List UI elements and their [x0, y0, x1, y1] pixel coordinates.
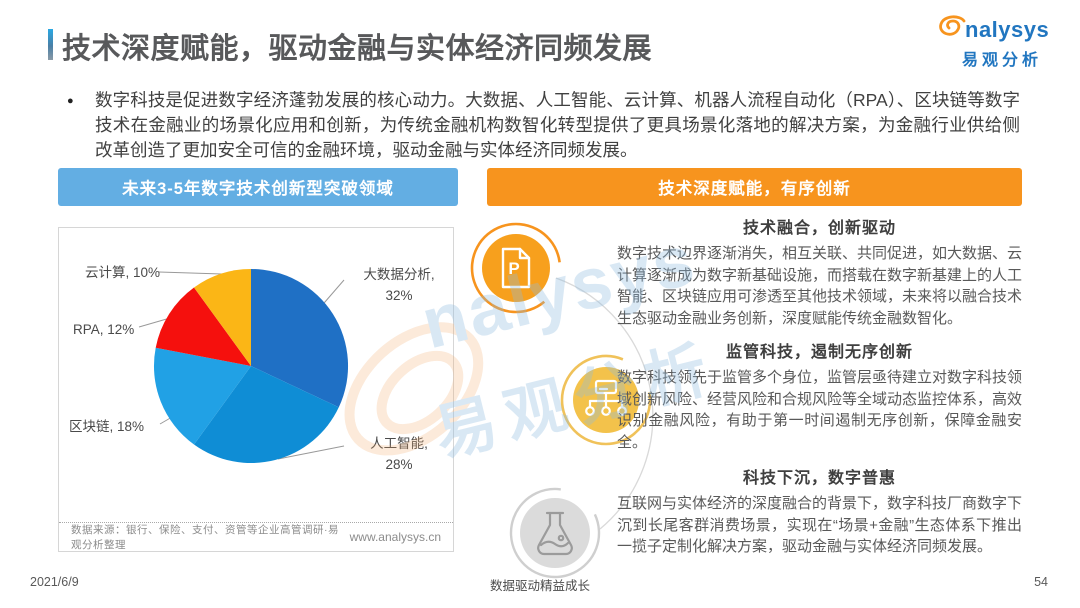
- section-regtech: 监管科技，遏制无序创新 数字科技领先于监管多个身位，监管层亟待建立对数字科技领域…: [617, 338, 1022, 453]
- logo-brand-text: nalysys: [965, 16, 1050, 42]
- website-url: www.analysys.cn: [349, 530, 441, 544]
- sitemap-icon: [560, 354, 652, 446]
- label-ai-name: 人工智能,: [370, 436, 428, 451]
- pie-slice-rpa: [155, 287, 251, 366]
- label-ai: 人工智能, 28%: [347, 433, 451, 475]
- label-big-data: 大数据分析, 32%: [347, 264, 451, 306]
- pie-chart: [138, 269, 349, 464]
- document-p-icon: P: [470, 222, 562, 314]
- section-body: 互联网与实体经济的深度融合的背景下，数字科技厂商数字下沉到长尾客群消费场景，实现…: [617, 495, 1023, 555]
- footer: 2021/6/9 数据驱动精益成长 54: [0, 575, 1080, 595]
- analysys-logo: nalysys 易观分析: [936, 14, 1066, 70]
- footer-date: 2021/6/9: [30, 575, 79, 589]
- pie-chart-box: 云计算, 10% 大数据分析, 32% RPA, 12% 区块链, 18% 人工…: [58, 227, 454, 552]
- pie-slice-blockchain: [153, 347, 251, 445]
- label-big-data-name: 大数据分析,: [363, 267, 435, 282]
- pie-slice-ai: [194, 366, 339, 464]
- label-cloud: 云计算, 10%: [85, 265, 161, 280]
- flask-icon: [509, 487, 601, 579]
- bullet-icon: ●: [67, 95, 74, 107]
- footer-slogan: 数据驱动精益成长: [489, 579, 590, 593]
- section-title: 科技下沉，数字普惠: [742, 470, 896, 487]
- section-inclusive-finance: 科技下沉，数字普惠 互联网与实体经济的深度融合的背景下，数字科技厂商数字下沉到长…: [617, 464, 1022, 558]
- right-panel-header: 技术深度赋能，有序创新: [487, 168, 1022, 206]
- logo-cn-text: 易观分析: [962, 52, 1043, 69]
- section-body: 数字技术边界逐渐消失，相互关联、共同促进，如大数据、云计算逐渐成为数字新基础设施…: [617, 245, 1023, 327]
- page-title: 技术深度赋能，驱动金融与实体经济同频发展: [62, 33, 653, 65]
- label-blockchain: 区块链, 18%: [69, 419, 145, 434]
- intro-text: 数字科技是促进数字经济蓬勃发展的核心动力。大数据、人工智能、云计算、机器人流程自…: [95, 90, 1020, 160]
- label-ai-value: 28%: [385, 457, 413, 472]
- logo-swirl-icon: [936, 14, 968, 45]
- footer-page-number: 54: [1034, 575, 1048, 589]
- intro-paragraph: ● 数字科技是促进数字经济蓬勃发展的核心动力。大数据、人工智能、云计算、机器人流…: [67, 88, 1020, 163]
- svg-text:P: P: [508, 259, 519, 278]
- label-big-data-value: 32%: [385, 288, 413, 303]
- chart-source-row: 数据来源：银行、保险、支付、资管等企业高管调研·易观分析整理 www.analy…: [59, 522, 453, 551]
- pie-slice-big-data: [251, 269, 349, 408]
- left-panel-header: 未来3-5年数字技术创新型突破领域: [58, 168, 458, 206]
- data-source-note: 数据来源：银行、保险、支付、资管等企业高管调研·易观分析整理: [71, 524, 339, 551]
- pie-slice-cloud: [194, 269, 251, 366]
- section-title: 监管科技，遏制无序创新: [725, 344, 913, 361]
- section-body: 数字科技领先于监管多个身位，监管层亟待建立对数字科技领域创新风险、经营风险和合规…: [617, 369, 1023, 451]
- section-tech-fusion: 技术融合，创新驱动 数字技术边界逐渐消失，相互关联、共同促进，如大数据、云计算逐…: [617, 214, 1022, 329]
- right-panel-content: P: [470, 206, 1022, 579]
- title-accent-bar: [48, 29, 53, 60]
- section-title: 技术融合，创新驱动: [742, 220, 896, 237]
- label-rpa: RPA, 12%: [73, 322, 135, 337]
